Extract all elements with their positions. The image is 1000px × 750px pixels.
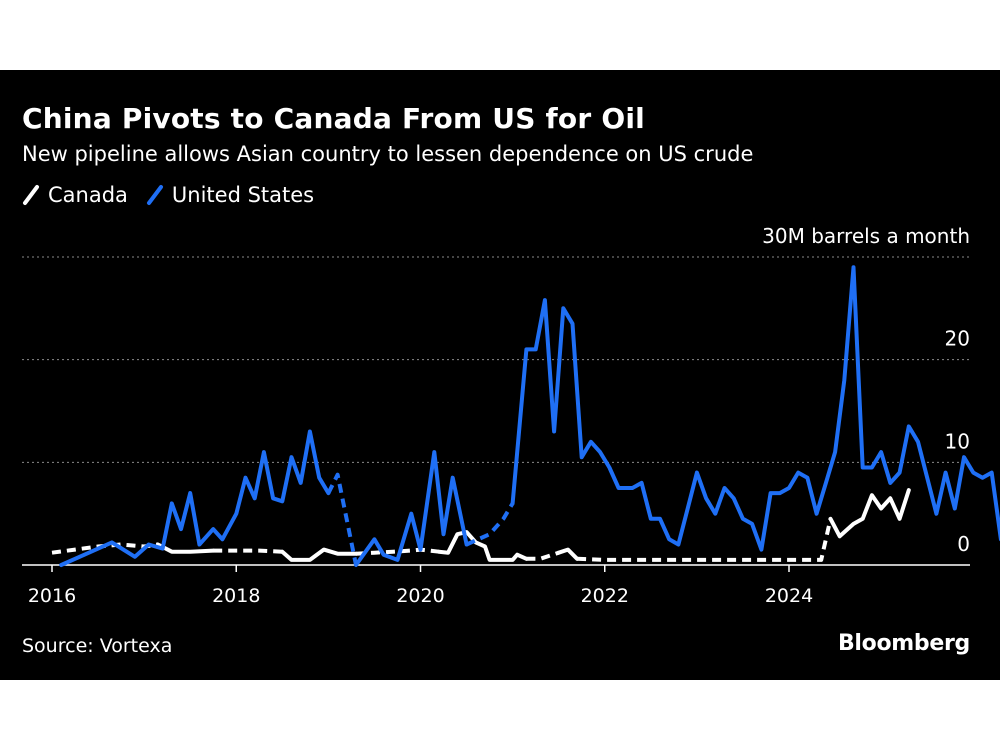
- series-line-canada-2: [213, 548, 283, 554]
- legend: Canada United States: [22, 183, 332, 207]
- x-tick-label-2022: 2022: [581, 585, 629, 607]
- series-line-canada-5: [436, 530, 529, 562]
- series-line-united-states-2: [354, 450, 469, 567]
- x-tick-label-2016: 2016: [28, 585, 76, 607]
- series-line-canada-9: [828, 488, 911, 539]
- series-line-canada-3: [280, 547, 358, 562]
- legend-item-united-states: United States: [146, 183, 314, 207]
- series-line-canada-7: [556, 547, 580, 561]
- x-tick-label-2020: 2020: [396, 585, 444, 607]
- series-line-canada-6: [526, 550, 560, 561]
- source-note: Source: Vortexa: [22, 635, 173, 657]
- line-chart: 0 10 20 30M barrels a month 2016 2018 2020 2022…: [22, 224, 1000, 607]
- chart-title: China Pivots to Canada From US for Oil: [22, 102, 645, 135]
- x-tick-label-2018: 2018: [212, 585, 260, 607]
- chart-panel: China Pivots to Canada From US for Oil N…: [0, 70, 1000, 680]
- series-line-united-states-1: [326, 472, 358, 566]
- chart-subtitle: New pipeline allows Asian country to les…: [22, 142, 754, 166]
- x-tick-label-2024: 2024: [765, 585, 813, 607]
- bloomberg-logo: Bloomberg: [837, 631, 970, 656]
- y-tick-label-10: 10: [945, 429, 970, 453]
- series-line-canada-8: [577, 518, 833, 562]
- legend-swatch-united-states: [146, 185, 163, 205]
- legend-item-canada: Canada: [22, 183, 128, 207]
- series-line-united-states-4: [510, 265, 1000, 552]
- y-tick-label-20: 20: [945, 327, 970, 351]
- legend-label-canada: Canada: [48, 183, 128, 207]
- series-line-united-states-3: [465, 502, 515, 547]
- y-tick-label-0: 0: [957, 532, 970, 556]
- series-line-canada-1: [155, 542, 216, 554]
- legend-label-united-states: United States: [171, 183, 315, 207]
- series-line-united-states-0: [59, 429, 331, 567]
- y-tick-label-30: 30M barrels a month: [762, 224, 970, 248]
- legend-swatch-canada: [23, 185, 39, 205]
